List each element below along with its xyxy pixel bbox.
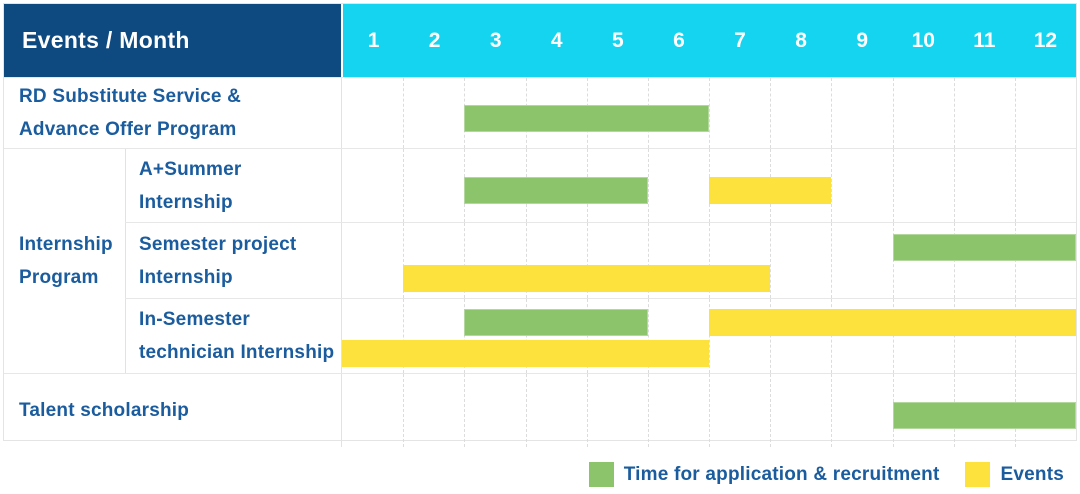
month-grid-area: [341, 149, 1076, 222]
month-header-cell: 6: [673, 28, 685, 52]
month-header-cell: 3: [489, 28, 502, 52]
events-month-header-cell: Events / Month: [4, 4, 341, 77]
gantt-bar-yellow-m7-m8: [709, 177, 832, 204]
legend-item-yellow: Events: [965, 462, 1064, 487]
month-gridline: [770, 223, 772, 298]
month-gridline: [831, 223, 833, 298]
gantt-bar-yellow-m2-m7: [403, 264, 771, 292]
month-gridline: [831, 78, 833, 148]
row-label-semester-project-internship: Semester project Internship: [125, 223, 341, 298]
month-header-cell: 8: [795, 28, 807, 52]
table-row-semester-project-internship: Semester project Internship: [125, 222, 1076, 298]
legend-label: Time for application & recruitment: [623, 463, 940, 485]
month-gridline: [770, 374, 772, 447]
month-gridline: [525, 374, 527, 447]
legend-swatch-green: [588, 462, 614, 487]
row-group-internship-program: Internship Program A+Summer Internship Sem…: [4, 148, 1076, 373]
month-gridline: [892, 223, 894, 298]
table-body: RD Substitute Service & Advance Offer Pr…: [4, 77, 1076, 447]
gantt-bar-green-m10-m12: [892, 233, 1076, 261]
table-row-a-plus-summer-internship: A+Summer Internship: [125, 149, 1076, 222]
table-row-rd-substitute-service: RD Substitute Service & Advance Offer Pr…: [4, 77, 1076, 148]
group-label-internship-program: Internship Program: [19, 234, 113, 288]
chart-legend: Time for application & recruitment Events: [588, 462, 1064, 487]
table-row-in-semester-technician-internship: In-Semester technician Internship: [125, 298, 1076, 373]
month-gridline: [647, 223, 649, 298]
gantt-bar-yellow-m1-m6: [342, 340, 709, 367]
month-gridline: [647, 149, 649, 222]
month-gridline: [525, 223, 527, 298]
month-header-cell: 1: [367, 28, 380, 52]
month-grid-area: [341, 223, 1076, 298]
month-grid-area: [341, 299, 1076, 373]
month-gridline: [953, 149, 955, 222]
month-gridline: [709, 223, 710, 298]
row-label-in-semester-technician-internship: In-Semester technician Internship: [125, 299, 341, 373]
month-header-cell: 7: [734, 28, 746, 52]
table-header-row: Events / Month 1 2 3 4 5 6 7 8 9 10 11 12: [4, 4, 1076, 77]
gantt-bar-green-m3-m5: [464, 177, 648, 204]
month-header-cell: 9: [856, 28, 868, 52]
month-gridline: [647, 299, 649, 373]
month-gridline: [831, 374, 833, 447]
gantt-bar-green-m10-m12: [892, 402, 1076, 429]
events-month-table: Events / Month 1 2 3 4 5 6 7 8 9 10 11 12 RD Substi…: [3, 3, 1077, 447]
month-header-cell: 12: [1033, 28, 1058, 52]
month-gridline: [464, 374, 466, 447]
month-header-cell: 11: [973, 28, 996, 52]
month-gridline: [403, 223, 405, 298]
month-header-cell: 4: [550, 28, 563, 52]
month-header-cell: 5: [612, 28, 624, 52]
month-header-row: 1 2 3 4 5 6 7 8 9 10 11 12: [341, 4, 1076, 77]
month-gridline: [647, 374, 649, 447]
month-gridline: [1014, 223, 1016, 298]
row-label-a-plus-summer-internship: A+Summer Internship: [125, 149, 341, 222]
gantt-bar-green-m3-m5: [464, 309, 648, 336]
month-gridline: [586, 223, 588, 298]
month-gridline: [586, 374, 588, 447]
month-grid-area: [341, 374, 1076, 447]
legend-item-green: Time for application & recruitment: [588, 462, 940, 487]
month-gridline: [892, 299, 894, 373]
row-label-talent-scholarship: Talent scholarship: [19, 400, 190, 421]
month-gridline: [831, 149, 833, 222]
month-gridline: [953, 78, 955, 148]
month-gridline: [953, 299, 955, 373]
gantt-bar-green-m3-m6: [464, 104, 709, 132]
month-gridline: [709, 78, 710, 148]
month-gridline: [709, 374, 710, 447]
month-gridline: [892, 78, 894, 148]
month-header-cell: 10: [911, 28, 935, 52]
month-gridline: [831, 299, 833, 373]
month-gridline: [403, 149, 405, 222]
month-gridline: [953, 223, 955, 298]
month-gridline: [464, 223, 466, 298]
month-gridline: [403, 78, 405, 148]
row-label-rd-substitute-service: RD Substitute Service & Advance Offer Pr…: [19, 86, 242, 140]
month-gridline: [1014, 78, 1016, 148]
month-gridline: [709, 299, 710, 373]
month-gridline: [586, 299, 588, 373]
month-gridline: [1014, 299, 1016, 373]
legend-label: Events: [1000, 463, 1064, 485]
month-gridline: [770, 299, 772, 373]
month-gridline: [892, 149, 894, 222]
month-gridline: [770, 78, 772, 148]
group-children: A+Summer Internship Semester project Inte…: [125, 149, 1076, 373]
month-gridline: [403, 374, 405, 447]
month-gridline: [403, 299, 405, 373]
month-grid-area: [341, 78, 1076, 148]
month-header-cell: 2: [428, 28, 441, 52]
legend-swatch-yellow: [965, 462, 991, 487]
table-row-talent-scholarship: Talent scholarship: [4, 373, 1076, 447]
month-gridline: [525, 299, 527, 373]
month-gridline: [1014, 149, 1016, 222]
month-gridline: [464, 299, 466, 373]
gantt-bar-yellow-m7-m12: [709, 309, 1076, 336]
